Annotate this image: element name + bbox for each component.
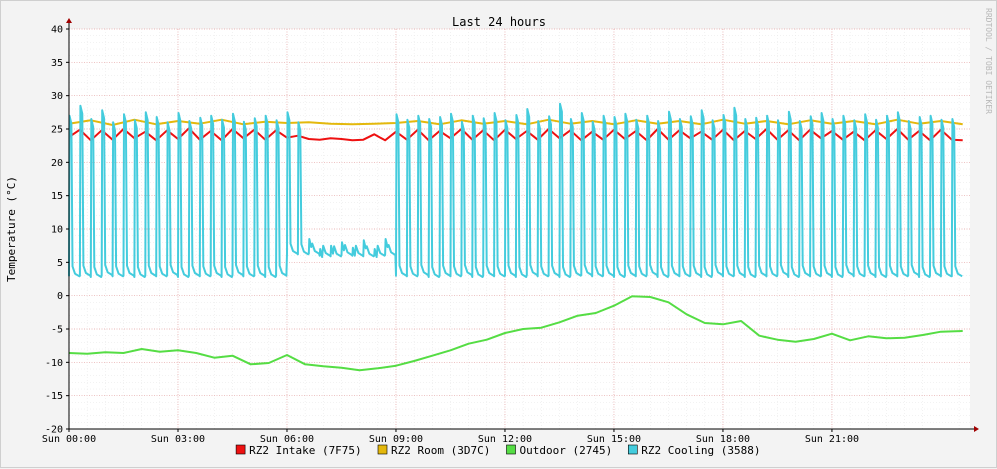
- y-tick-label: 10: [51, 225, 63, 236]
- legend-label: RZ2 Intake (7F75): [249, 444, 362, 457]
- y-tick-labels: 40 35 30 25 20 15 10 5 0 -5 -10 -15 -20: [45, 25, 63, 436]
- legend-label: RZ2 Room (3D7C): [391, 444, 490, 457]
- y-axis-arrow: [66, 18, 72, 23]
- series-line-rz2-cooling-3588: [68, 102, 963, 278]
- y-tick-label: -10: [45, 358, 63, 369]
- y-tick-label: -5: [51, 325, 63, 336]
- x-tick-label: Sun 09:00: [369, 434, 423, 445]
- legend-label: Outdoor (2745): [520, 444, 613, 457]
- x-tick-label: Sun 06:00: [260, 434, 314, 445]
- y-tick-label: 30: [51, 91, 63, 102]
- x-tick-label: Sun 18:00: [696, 434, 750, 445]
- x-axis-arrow: [974, 426, 979, 432]
- legend-item-rz2-cooling-3588: RZ2 Cooling (3588): [627, 444, 761, 457]
- legend-item-rz2-room-3d7c: RZ2 Room (3D7C): [377, 444, 490, 457]
- rrdtool-watermark: RRDTOOL / TOBI OETIKER: [984, 8, 993, 114]
- x-tick-label: Sun 12:00: [478, 434, 532, 445]
- legend-label: RZ2 Cooling (3588): [641, 444, 760, 457]
- y-tick-label: 35: [51, 58, 63, 69]
- y-tick-label: 20: [51, 158, 63, 169]
- axes: [66, 18, 979, 432]
- x-tick-label: Sun 15:00: [587, 434, 641, 445]
- y-tick-label: 5: [57, 258, 63, 269]
- legend-item-rz2-intake-7f75: RZ2 Intake (7F75): [235, 444, 362, 457]
- y-tick-label: 15: [51, 191, 63, 202]
- y-tick-label: 25: [51, 125, 63, 136]
- y-tick-label: -15: [45, 391, 63, 402]
- x-tick-label: Sun 21:00: [805, 434, 859, 445]
- y-axis-label: Temperature (°C): [5, 176, 18, 282]
- series-line-outdoor-2745: [68, 295, 963, 372]
- y-tick-label: 40: [51, 25, 63, 36]
- x-tick-labels: Sun 00:00 Sun 03:00 Sun 06:00 Sun 09:00 Sun …: [42, 434, 859, 445]
- legend-item-outdoor-2745: Outdoor (2745): [506, 444, 613, 457]
- legend: RZ2 Intake (7F75) RZ2 Room (3D7C) Outdoor …: [235, 444, 761, 457]
- chart-title: Last 24 hours: [452, 15, 546, 29]
- legend-swatch: [506, 444, 516, 455]
- legend-swatch: [235, 444, 246, 455]
- y-tick-label: -20: [45, 425, 63, 436]
- legend-swatch: [627, 444, 638, 455]
- x-tick-label: Sun 03:00: [151, 434, 205, 445]
- series-lines: [68, 102, 963, 372]
- y-tick-label: 0: [57, 291, 63, 302]
- x-tick-label: Sun 00:00: [42, 434, 96, 445]
- legend-swatch: [377, 444, 388, 455]
